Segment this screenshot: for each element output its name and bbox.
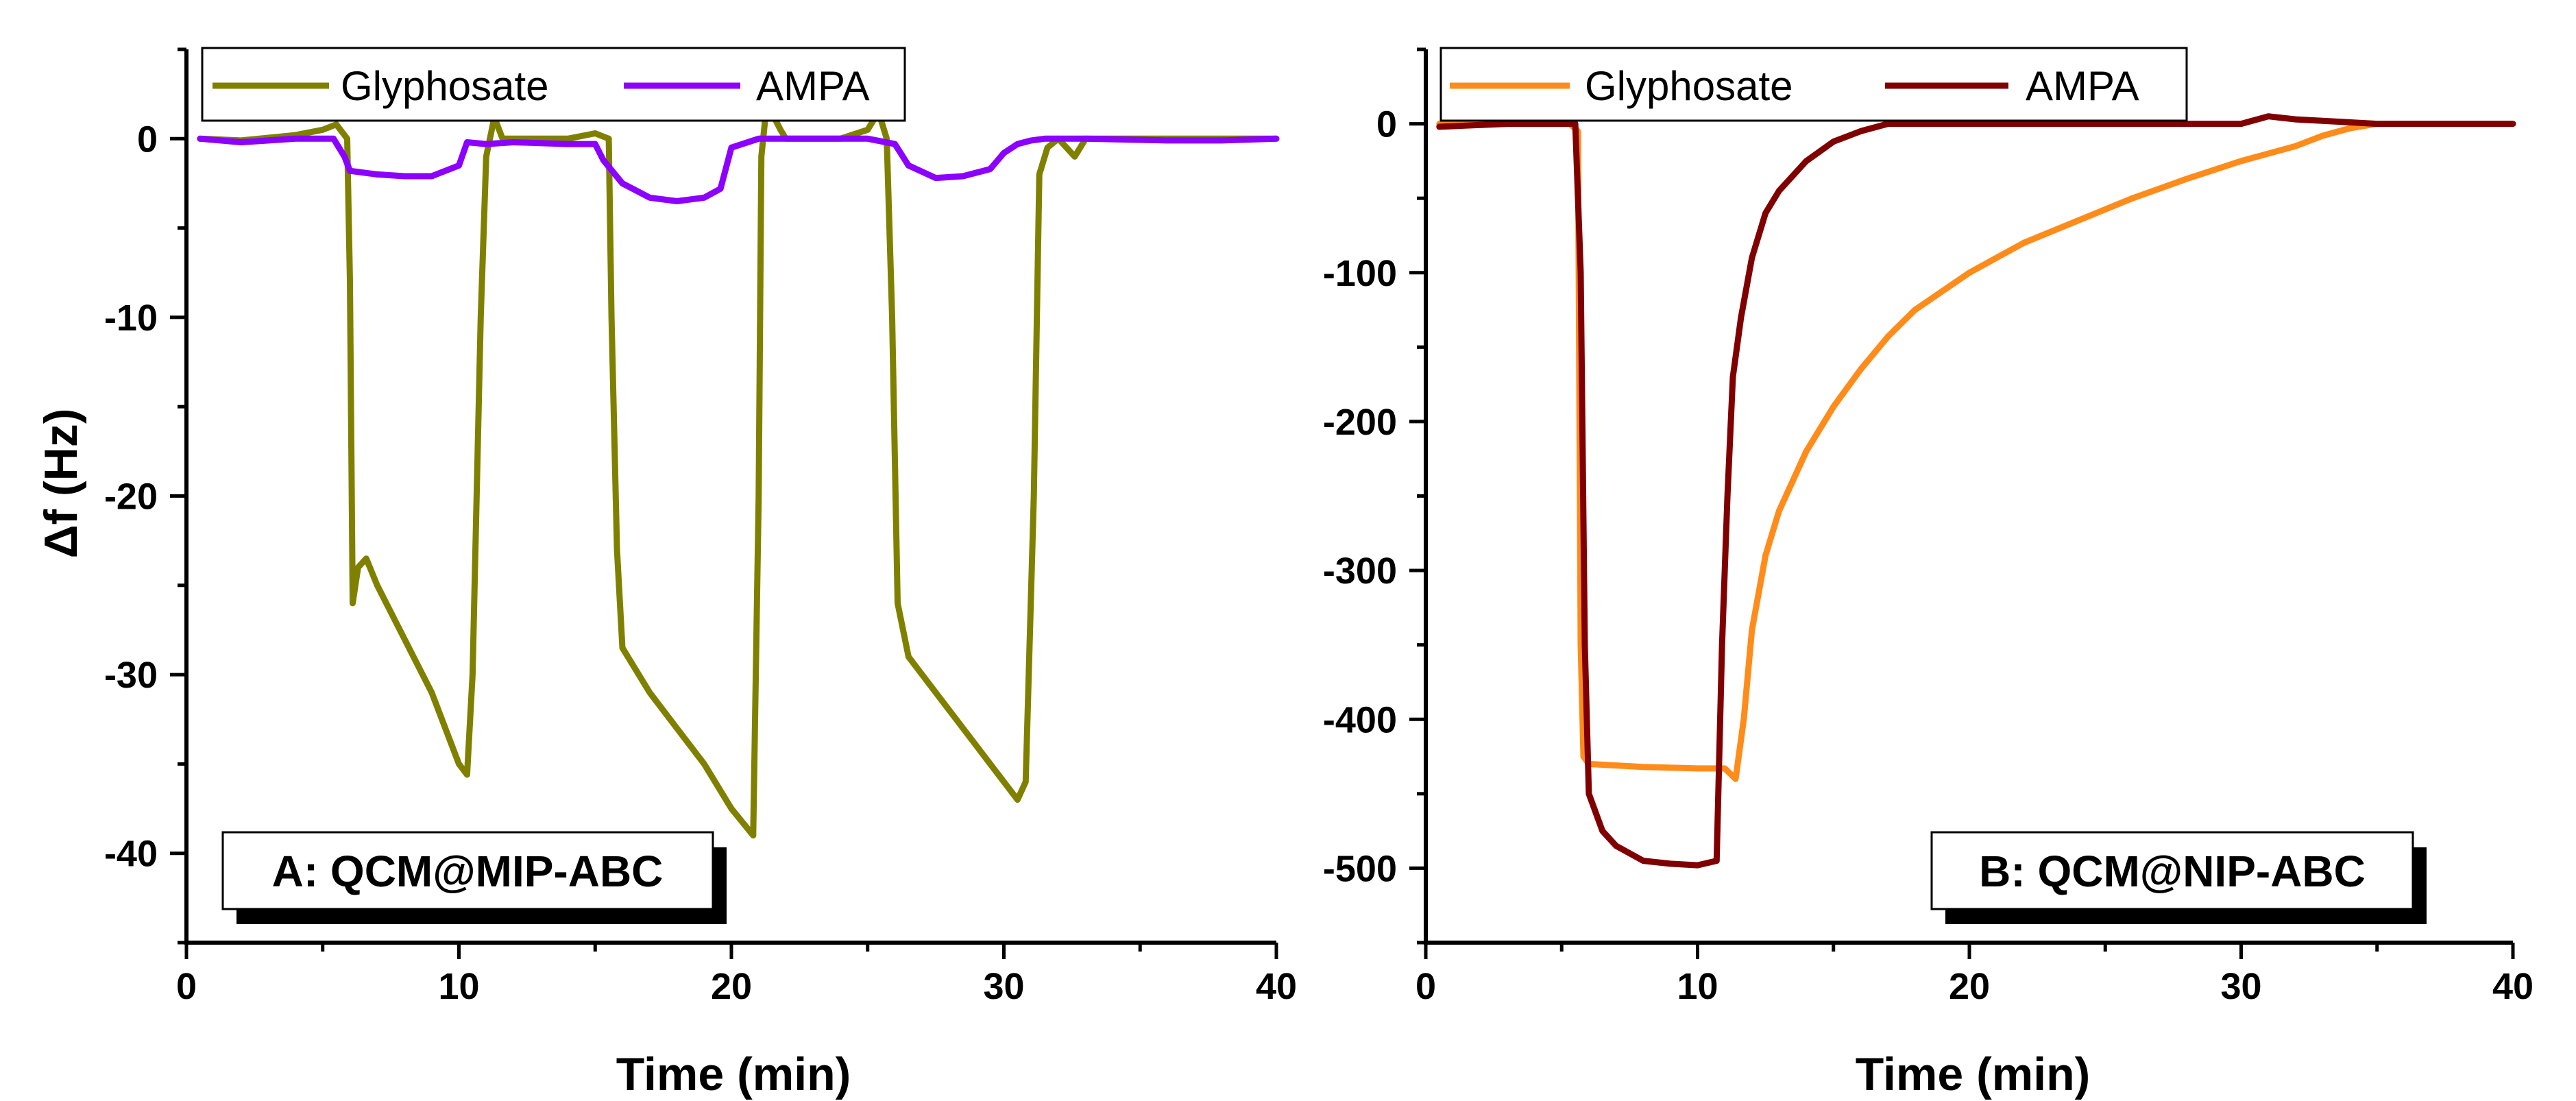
panel-b-label-box: B: QCM@NIP-ABC — [1930, 831, 2427, 924]
panel-a-y-tick-label: -40 — [104, 834, 158, 875]
panel-a-y-axis-title: Δf (Hz) — [35, 409, 87, 559]
panel-b-y-tick-label: 0 — [1376, 104, 1397, 145]
panel-a-plot-area: 0 10 20 30 40 0 -10 -20 -30 -40 — [104, 47, 1297, 1007]
panel-a-x-tick-label: 40 — [1256, 966, 1297, 1007]
panel-b-x-tick-label: 30 — [2220, 966, 2261, 1007]
panel-a-legend: Glyphosate AMPA — [201, 47, 906, 122]
panel-a-y-tick-label: -20 — [104, 476, 158, 518]
panel-b-series-ampa-line — [1436, 113, 2516, 869]
panel-b-legend: Glyphosate AMPA — [1439, 47, 2188, 122]
panel-b-x-tick-label: 10 — [1677, 966, 1718, 1007]
panel-b-y-tick-label: -100 — [1323, 253, 1397, 294]
panel-b-plot-area: 0 10 20 30 40 0 -100 -200 -300 -400 -500 — [1323, 47, 2534, 1007]
panel-a-y-tick-label: -10 — [104, 298, 158, 339]
panel-a-y-tick-label: 0 — [137, 119, 158, 160]
panel-a-x-tick-label: 10 — [438, 966, 479, 1007]
panel-b-y-tick-label: -400 — [1323, 699, 1397, 740]
panel-b-y-tick-label: -500 — [1323, 848, 1397, 889]
panel-a-x-axis-title: Time (min) — [616, 1048, 851, 1100]
panel-a: Δf (Hz) 0 10 20 30 40 0 -10 -20 -30 -40 Time (min… — [35, 47, 1297, 1100]
panel-a-x-tick-label: 0 — [176, 966, 197, 1007]
panel-b-label: B: QCM@NIP-ABC — [1979, 847, 2366, 896]
panel-b-x-tick-label: 0 — [1415, 966, 1436, 1007]
panel-a-series-ampa-line — [197, 135, 1280, 204]
panel-b: 0 10 20 30 40 0 -100 -200 -300 -400 -500 Time (min… — [1323, 47, 2534, 1100]
panel-a-label: A: QCM@MIP-ABC — [272, 847, 664, 896]
panel-a-x-tick-label: 30 — [983, 966, 1024, 1007]
panel-b-x-tick-label: 40 — [2492, 966, 2534, 1007]
panel-a-legend-label-glyphosate: Glyphosate — [341, 63, 549, 109]
panel-a-label-frame — [221, 831, 714, 910]
panel-b-x-axis-title: Time (min) — [1856, 1048, 2091, 1100]
panel-b-y-tick-label: -300 — [1323, 550, 1397, 592]
panel-a-x-tick-label: 20 — [711, 966, 752, 1007]
panel-b-label-frame — [1930, 831, 2414, 910]
panel-b-legend-label-ampa: AMPA — [2026, 63, 2139, 109]
panel-b-x-tick-label: 20 — [1949, 966, 1990, 1007]
panel-b-legend-label-glyphosate: Glyphosate — [1585, 63, 1793, 109]
panel-a-label-box: A: QCM@MIP-ABC — [221, 831, 727, 924]
panel-b-series-glyphosate-line — [1436, 121, 2516, 782]
panel-a-legend-label-ampa: AMPA — [756, 63, 870, 109]
panel-a-series-glyphosate-line — [197, 99, 1280, 839]
panel-b-y-tick-label: -200 — [1323, 402, 1397, 443]
panel-a-y-tick-label: -30 — [104, 655, 158, 696]
